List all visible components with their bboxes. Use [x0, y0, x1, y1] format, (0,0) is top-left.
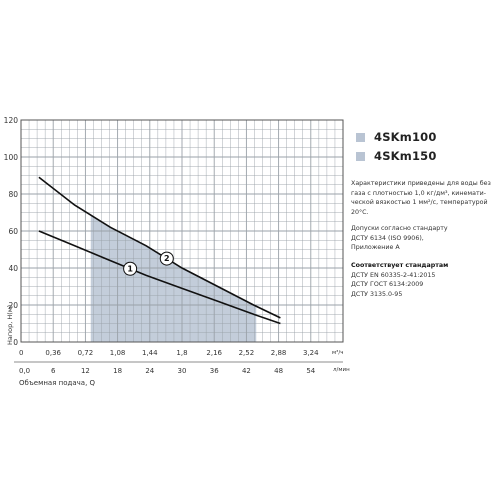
standard-line: ДСТУ EN 60335-2-41:2015	[351, 271, 436, 279]
x-tick-label-m3h: 1,8	[176, 349, 187, 357]
note-line: газа с плотностью 1,0 кг/дм³, кинемати-	[351, 189, 487, 197]
standards-title: Соответствует стандартам	[351, 262, 449, 269]
tolerance-note: Допуски согласно стандарту ДСТУ 6134 (IS…	[351, 224, 499, 253]
y-tick-label: 0	[13, 338, 18, 347]
y-axis-label: Напор, Н(м)	[6, 305, 14, 345]
x-tick-label-m3h: 1,44	[142, 349, 158, 357]
series-marker-label-2: 2	[164, 254, 170, 263]
x-tick-label-lmin: 48	[274, 367, 283, 375]
x-tick-label-m3h: 1,08	[110, 349, 126, 357]
note-line: ДСТУ 6134 (ISO 9906),	[351, 234, 424, 242]
standard-line: ДСТУ ГОСТ 6134:2009	[351, 281, 424, 289]
x-tick-label-lmin: 12	[81, 367, 90, 375]
note-line: 20°С.	[351, 208, 369, 216]
y-tick-label: 120	[4, 116, 19, 125]
x-tick-label-lmin: 36	[210, 367, 219, 375]
series-marker-label-1: 1	[127, 264, 133, 273]
legend-label-1: 4SKm100	[374, 130, 437, 144]
characteristics-note: Характеристики приведены для воды без га…	[351, 179, 499, 217]
plot-frame	[20, 119, 344, 343]
note-line: ческой вязкостью 1 мм²/с, температурой	[351, 199, 488, 207]
y-tick-label: 20	[8, 301, 18, 310]
x-tick-label-m3h: 0,36	[45, 349, 61, 357]
series-marker-1	[123, 261, 138, 276]
legend-swatch-2	[356, 151, 365, 161]
x-axis-label: Объемная подача, Q	[19, 379, 96, 387]
x-tick-label-lmin: 54	[306, 367, 315, 375]
x-tick-label-lmin: 24	[145, 367, 154, 375]
x-tick-label-m3h: 2,16	[206, 349, 222, 357]
standard-line: ДСТУ 3135.0-95	[351, 290, 403, 298]
legend-item-4skm150: 4SKm150	[356, 149, 437, 163]
x-tick-label-lmin: 42	[242, 367, 251, 375]
legend-swatch-1	[356, 132, 365, 142]
note-line: Приложение А	[351, 244, 400, 252]
legend-item-4skm100: 4SKm100	[356, 130, 437, 144]
x-tick-label-lmin: 30	[178, 367, 187, 375]
series-line-1	[38, 230, 281, 325]
x-tick-label-m3h: 2,52	[239, 349, 255, 357]
x-tick-label-lmin: 6	[51, 367, 56, 375]
y-tick-label: 60	[8, 227, 18, 236]
x-tick-label-m3h: 0,72	[78, 349, 94, 357]
series-marker-2	[159, 251, 174, 266]
x-tick-label-m3h: 2,88	[271, 349, 287, 357]
standards-note: Соответствует стандартам ДСТУ EN 60335-2…	[351, 261, 499, 299]
x-tick-label-m3h: 3,24	[303, 349, 319, 357]
shaded-operating-area	[90, 215, 257, 342]
y-tick-label: 80	[8, 190, 18, 199]
x-axis-unit-m3h: м³/ч	[332, 349, 343, 356]
x-axis-unit-lmin: л/мин	[333, 367, 350, 373]
x-tick-label-lmin: 0,0	[19, 367, 30, 375]
x-tick-label-lmin: 18	[113, 367, 122, 375]
legend-label-2: 4SKm150	[374, 149, 437, 163]
y-tick-label: 100	[4, 153, 19, 162]
y-tick-label: 40	[8, 264, 18, 273]
note-line: Допуски согласно стандарту	[351, 225, 448, 232]
note-line: Характеристики приведены для воды без	[351, 180, 491, 187]
x-tick-label-m3h: 0	[19, 349, 23, 357]
